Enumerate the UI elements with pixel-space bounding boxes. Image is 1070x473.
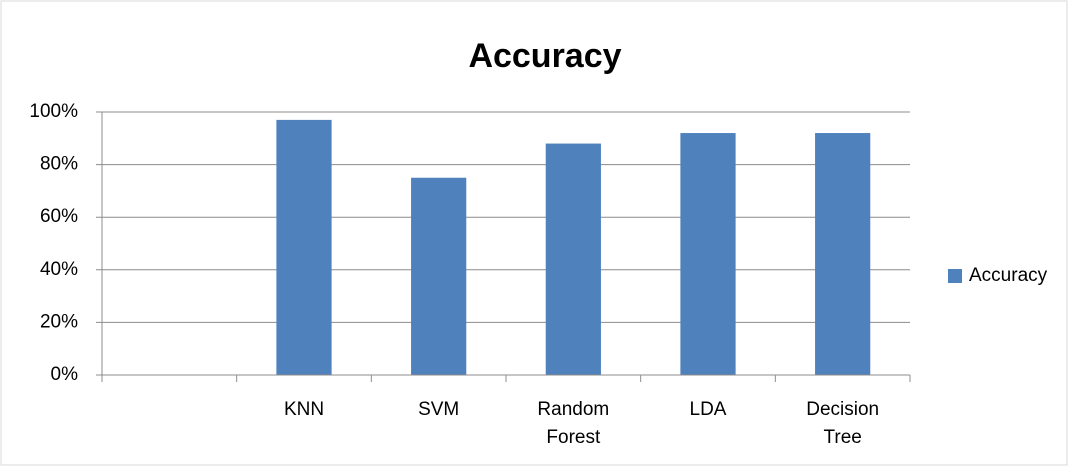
x-tick-label: Random Forest [537, 399, 609, 448]
x-tick-label: SVM [418, 399, 459, 420]
y-tick-label: 60% [40, 206, 78, 227]
y-tick-label: 0% [51, 364, 79, 385]
y-tick-label: 80% [40, 154, 78, 175]
y-tick-label: 40% [40, 259, 78, 280]
bar [276, 119, 332, 375]
bar [815, 133, 871, 375]
chart-title: Accuracy [468, 37, 621, 75]
bar [411, 177, 467, 375]
y-tick-label: 100% [29, 101, 78, 122]
x-tick-label: LDA [690, 399, 727, 420]
y-tick-label: 20% [40, 311, 78, 332]
bar [545, 143, 601, 375]
legend-swatch [948, 269, 962, 283]
x-tick-label: KNN [284, 399, 324, 420]
legend-label: Accuracy [969, 265, 1048, 286]
x-tick-label: Decision Tree [806, 399, 879, 448]
bar [680, 133, 736, 375]
